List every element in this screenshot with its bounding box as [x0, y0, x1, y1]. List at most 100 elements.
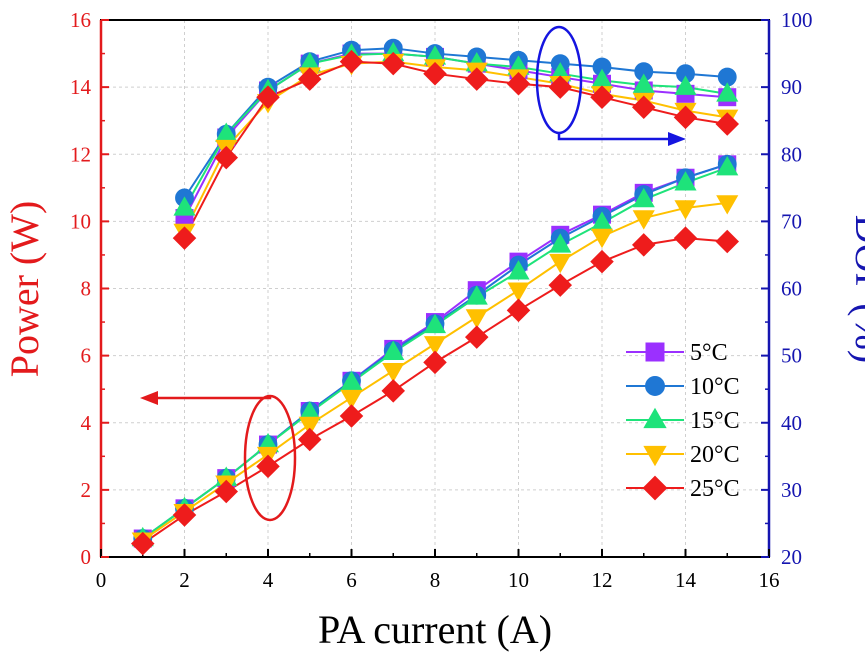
left-y-tick-label: 6 [81, 344, 92, 368]
axis-ticks: 0 2 4 6 8 10 12 14 16024681012141620304050607080… [70, 8, 813, 592]
dop-data-point [674, 75, 697, 95]
power-data-point [716, 156, 739, 176]
power-data-point [507, 282, 530, 302]
power-data-point [339, 404, 364, 428]
power-data-point [423, 350, 447, 375]
power-data-point [340, 389, 363, 410]
power-data-point [549, 253, 572, 274]
right-y-tick-label: 60 [781, 277, 802, 301]
power-data-point [506, 298, 531, 323]
x-tick-label: 10 [508, 568, 529, 592]
left-y-tick-label: 8 [81, 277, 92, 301]
power-data-point [381, 379, 406, 403]
right-y-tick-label: 70 [781, 209, 802, 233]
power-data-point [716, 195, 739, 215]
legend-marker [643, 407, 667, 429]
power-data-point [464, 325, 489, 349]
power-data-point [256, 454, 280, 479]
power-data-point [548, 273, 573, 297]
dop-data-point [506, 72, 531, 96]
dop-data-point [256, 85, 280, 109]
plot-area [101, 20, 769, 557]
power-data-point [214, 479, 239, 504]
left-y-tick-label: 4 [81, 411, 92, 435]
power-data-point [297, 427, 322, 452]
power-data-point [172, 503, 197, 527]
x-tick-label: 16 [759, 568, 780, 592]
legend-label: 10°C [690, 374, 740, 400]
power-data-point [549, 233, 572, 253]
right-y-tick-label: 50 [781, 344, 802, 368]
x-tick-label: 0 [96, 568, 107, 592]
power-arrow [155, 396, 272, 400]
legend: 5°C 10°C 15°C 20°C 25°C [626, 340, 740, 502]
x-tick-label: 12 [592, 568, 613, 592]
power-data-point [590, 228, 614, 249]
power-data-point [423, 313, 447, 334]
right-y-tick-label: 20 [781, 545, 802, 569]
x-tick-label: 4 [263, 568, 274, 592]
legend-marker [642, 475, 668, 501]
right-y-tick-label: 100 [781, 8, 813, 32]
series-group [130, 38, 740, 556]
power-data-point [674, 171, 697, 191]
dop-data-point [673, 105, 698, 130]
dop-data-point [631, 95, 656, 120]
dop-data-point [173, 196, 196, 216]
right-y-tick-label: 80 [781, 142, 802, 166]
x-tick-label: 14 [675, 568, 697, 592]
dop-data-point [464, 67, 489, 91]
left-y-tick-label: 0 [81, 545, 92, 569]
power-data-point [673, 226, 698, 250]
x-tick-label: 8 [430, 568, 441, 592]
power-data-point [130, 531, 155, 556]
legend-marker [645, 376, 665, 396]
dop-arrowhead [668, 132, 686, 146]
x-tick-label: 2 [179, 568, 190, 592]
right-y-tick-label: 30 [781, 478, 802, 502]
dop-data-point [381, 51, 406, 76]
power-data-point [423, 336, 447, 356]
dop-data-point [590, 85, 614, 109]
dop-data-point [423, 61, 447, 86]
legend-label: 20°C [690, 442, 740, 468]
left-y-tick-label: 16 [70, 8, 91, 32]
right-y-tick-label: 40 [781, 411, 802, 435]
dop-data-point [297, 67, 322, 91]
power-arrowhead [140, 391, 158, 405]
right-axis-title: DOP (%) [847, 215, 865, 364]
dop-data-point [632, 73, 655, 93]
x-axis-title: PA current (A) [318, 607, 552, 652]
dop-data-point [339, 49, 364, 74]
legend-marker [643, 445, 667, 467]
legend-label: 25°C [690, 476, 740, 502]
dop-data-point [214, 145, 239, 170]
dop-data-point [172, 226, 197, 250]
power-data-point [465, 285, 488, 305]
left-y-tick-label: 10 [70, 209, 91, 233]
x-tick-label: 6 [346, 568, 357, 592]
dop-data-point [716, 82, 739, 102]
legend-marker [645, 342, 665, 362]
power-data-point [507, 260, 530, 280]
right-y-tick-label: 90 [781, 75, 802, 99]
left-y-tick-label: 2 [81, 478, 92, 502]
legend-label: 15°C [690, 408, 740, 434]
power-data-point [465, 309, 488, 329]
power-data-point [715, 229, 740, 254]
annotations [140, 25, 686, 522]
power-data-point [382, 363, 405, 383]
dop-arrow [557, 133, 672, 141]
left-y-tick-label: 12 [70, 142, 91, 166]
legend-label: 5°C [690, 340, 728, 366]
power-data-point [298, 416, 321, 437]
power-data-point [632, 187, 655, 208]
dop-data-point [548, 75, 573, 99]
power-data-point [632, 210, 655, 230]
power-data-point [631, 233, 656, 257]
power-data-point [340, 370, 363, 391]
power-data-point [590, 249, 614, 274]
power-data-point [382, 340, 405, 360]
dop-data-point [715, 112, 740, 136]
